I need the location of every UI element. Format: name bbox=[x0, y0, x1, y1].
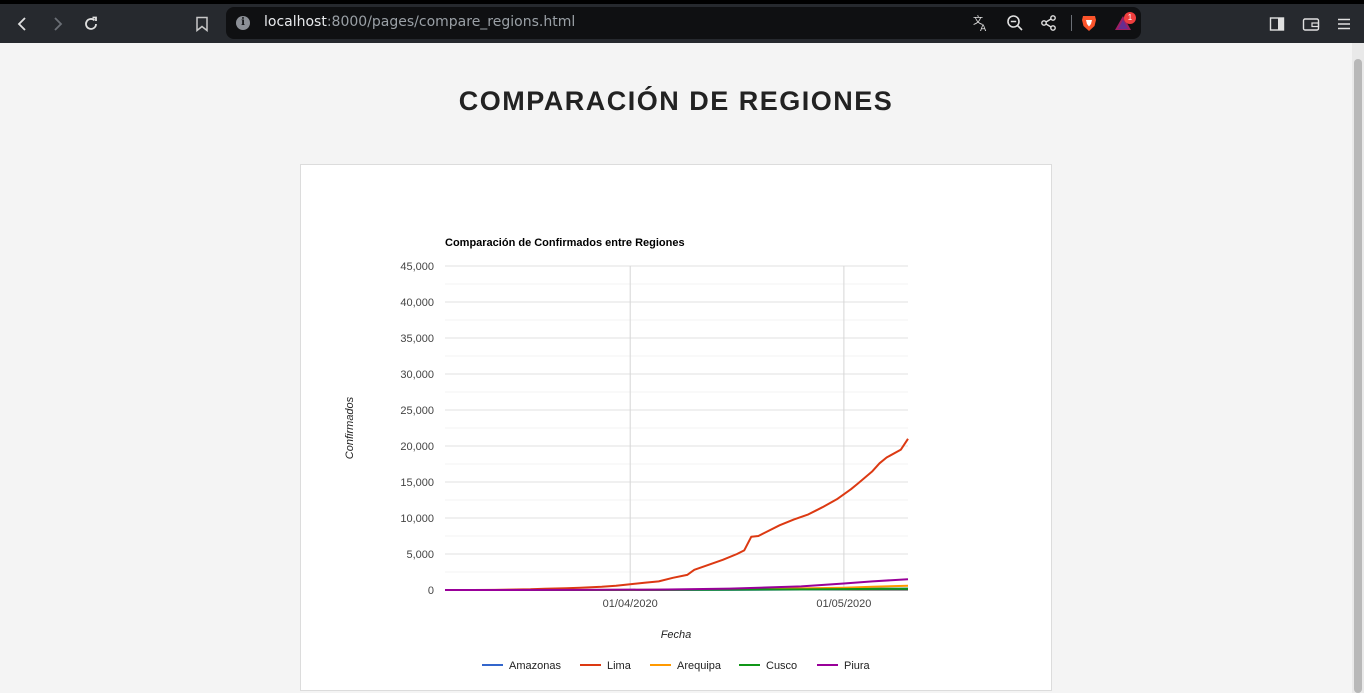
y-tick-label: 0 bbox=[428, 585, 434, 597]
legend-item-cusco[interactable]: Cusco bbox=[739, 660, 797, 672]
sidebar-icon[interactable] bbox=[1264, 11, 1290, 37]
y-tick-label: 20,000 bbox=[400, 441, 434, 453]
x-axis-ticks: 01/04/2020 01/05/2020 bbox=[603, 598, 872, 610]
legend-item-arequipa[interactable]: Arequipa bbox=[650, 660, 722, 672]
chart-title: Comparación de Confirmados entre Regione… bbox=[445, 237, 685, 249]
y-tick-label: 35,000 bbox=[400, 333, 434, 345]
y-tick-label: 30,000 bbox=[400, 369, 434, 381]
legend-label: Piura bbox=[844, 660, 871, 672]
reload-icon[interactable] bbox=[78, 11, 104, 37]
svg-text:A: A bbox=[980, 24, 987, 32]
legend-item-lima[interactable]: Lima bbox=[580, 660, 632, 672]
info-icon[interactable]: i bbox=[236, 16, 250, 30]
forward-icon[interactable] bbox=[44, 11, 70, 37]
y-tick-label: 10,000 bbox=[400, 513, 434, 525]
x-tick-label: 01/04/2020 bbox=[603, 598, 658, 610]
chart-legend[interactable]: Amazonas Lima Arequipa Cusco Piura bbox=[482, 660, 871, 672]
y-axis-label: Confirmados bbox=[344, 396, 356, 459]
share-icon[interactable] bbox=[1040, 14, 1058, 32]
legend-label: Arequipa bbox=[677, 660, 722, 672]
grid-lines bbox=[445, 265, 908, 591]
x-axis-label: Fecha bbox=[661, 629, 692, 641]
browser-toolbar: i localhost:8000/pages/compare_regions.h… bbox=[0, 4, 1364, 43]
page-title: COMPARACIÓN DE REGIONES bbox=[458, 86, 894, 116]
page-scrollbar[interactable] bbox=[1352, 43, 1364, 693]
series-line-lima[interactable] bbox=[445, 438, 909, 591]
chart-card: Comparación de Confirmados entre Regione… bbox=[300, 164, 1052, 691]
zoom-out-icon[interactable] bbox=[1006, 14, 1024, 32]
y-tick-label: 40,000 bbox=[400, 297, 434, 309]
scrollbar-thumb[interactable] bbox=[1354, 59, 1362, 693]
y-tick-label: 5,000 bbox=[406, 549, 434, 561]
menu-icon[interactable] bbox=[1331, 11, 1357, 37]
y-tick-label: 15,000 bbox=[400, 477, 434, 489]
url-text[interactable]: localhost:8000/pages/compare_regions.htm… bbox=[264, 14, 575, 30]
notification-badge: 1 bbox=[1124, 12, 1136, 24]
x-tick-label: 01/05/2020 bbox=[816, 598, 871, 610]
series-lines[interactable] bbox=[444, 438, 909, 591]
brave-rewards-icon[interactable] bbox=[1114, 14, 1132, 32]
address-bar[interactable]: i localhost:8000/pages/compare_regions.h… bbox=[226, 7, 1141, 39]
svg-text:文: 文 bbox=[973, 14, 983, 27]
window-top-border bbox=[0, 0, 1364, 4]
series-line-piura[interactable] bbox=[444, 578, 909, 591]
url-path: :8000/pages/compare_regions.html bbox=[326, 14, 576, 30]
legend-item-piura[interactable]: Piura bbox=[817, 660, 871, 672]
bookmark-icon[interactable] bbox=[189, 11, 215, 37]
y-axis-ticks: 0 5,000 10,000 15,000 20,000 25,000 30,000 35,0… bbox=[400, 261, 434, 597]
legend-item-amazonas[interactable]: Amazonas bbox=[482, 660, 561, 672]
y-tick-label: 25,000 bbox=[400, 405, 434, 417]
legend-label: Lima bbox=[607, 660, 632, 672]
wallet-icon[interactable] bbox=[1298, 11, 1324, 37]
line-chart[interactable]: Comparación de Confirmados entre Regione… bbox=[301, 165, 1051, 690]
brave-shield-icon[interactable] bbox=[1080, 14, 1098, 32]
y-tick-label: 45,000 bbox=[400, 261, 434, 273]
legend-label: Amazonas bbox=[509, 660, 561, 672]
back-icon[interactable] bbox=[10, 11, 36, 37]
toolbar-separator bbox=[1071, 15, 1072, 31]
url-host: localhost bbox=[264, 14, 327, 30]
legend-label: Cusco bbox=[766, 660, 797, 672]
